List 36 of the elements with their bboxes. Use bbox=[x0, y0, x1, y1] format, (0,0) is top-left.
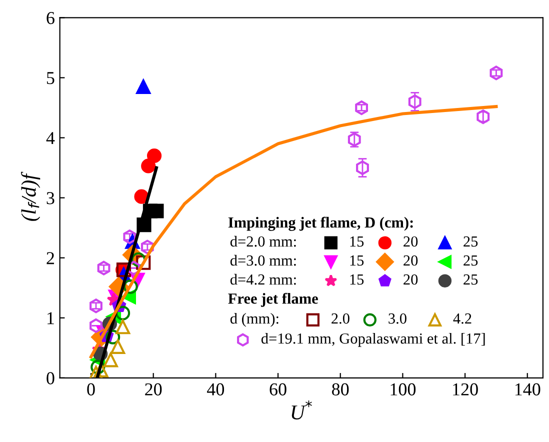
y-tick-label: 5 bbox=[47, 72, 54, 84]
x-tick-label: 120 bbox=[453, 383, 478, 396]
x-tick-label: 0 bbox=[87, 383, 95, 396]
legend-label: 2.0 bbox=[332, 313, 350, 324]
x-tick-label: 80 bbox=[332, 383, 349, 396]
legend-label: 20 bbox=[404, 236, 418, 247]
x-tick-label: 20 bbox=[145, 383, 162, 396]
y-tick-label: 0 bbox=[46, 372, 54, 384]
annotation: d (mm): bbox=[230, 312, 278, 327]
legend-label: 15 bbox=[350, 274, 364, 285]
legend-label: 3.0 bbox=[388, 313, 406, 324]
y-tick-label: 4 bbox=[46, 132, 55, 144]
annotation: Free jet flame bbox=[228, 292, 318, 307]
x-tick-label: 140 bbox=[515, 383, 540, 396]
annotation: Impinging jet flame, D (cm): bbox=[228, 216, 413, 231]
x-tick-label: 100 bbox=[390, 383, 416, 396]
legend-label: 15 bbox=[350, 255, 364, 266]
x-tick-label: 40 bbox=[207, 383, 224, 396]
legend-label: 25 bbox=[464, 236, 478, 247]
legend-label: 15 bbox=[350, 236, 364, 247]
annotation: d=3.0 mm: bbox=[230, 254, 296, 266]
legend-label: 25 bbox=[464, 255, 478, 266]
legend-label: d=19.1 mm, Gopalaswami et al. [17] bbox=[261, 332, 485, 347]
legend-label: 20 bbox=[404, 255, 418, 266]
y-tick-label: 3 bbox=[46, 192, 54, 204]
y-tick-label: 1 bbox=[48, 312, 54, 324]
y-tick-label: 6 bbox=[46, 12, 54, 24]
annotation: d=2.0 mm: bbox=[230, 236, 296, 247]
y-tick-label: 2 bbox=[46, 252, 54, 264]
y-axis-title: (l$_{f}$/d)f bbox=[21, 172, 40, 221]
legend-label: 25 bbox=[464, 274, 478, 285]
x-tick-label: 60 bbox=[270, 383, 286, 396]
x-axis-title: U$^{*}$ bbox=[292, 400, 312, 420]
legend-label: 4.2 bbox=[453, 313, 472, 324]
annotation: d=4.2 mm: bbox=[230, 274, 296, 285]
legend-label: 20 bbox=[404, 274, 418, 285]
